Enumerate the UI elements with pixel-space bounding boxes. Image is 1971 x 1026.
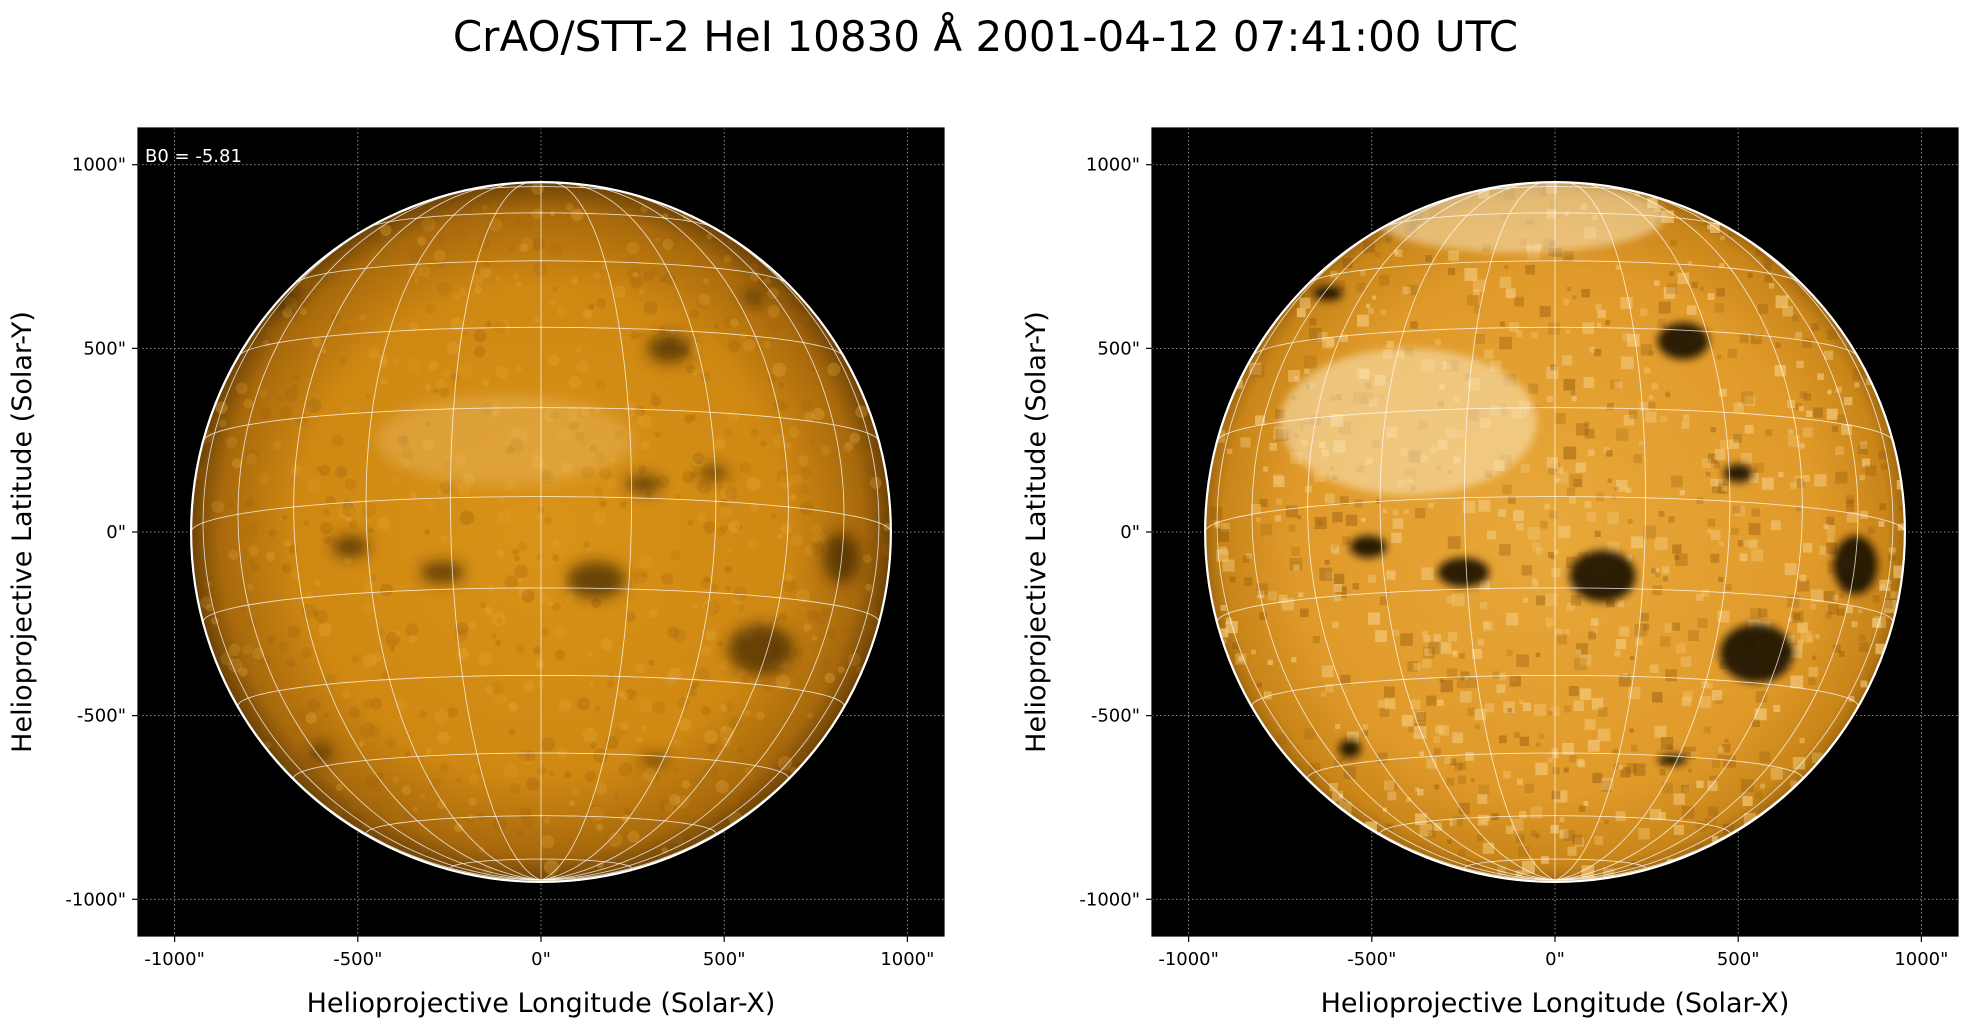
longitude-line bbox=[1554, 187, 1859, 881]
longitude-line bbox=[1216, 205, 1556, 881]
dark-feature-6 bbox=[727, 623, 794, 676]
longitude-line bbox=[540, 182, 717, 881]
longitude-line bbox=[1554, 182, 1731, 881]
x-tick-label: 1000" bbox=[1894, 949, 1948, 970]
x-tick-label: 1000" bbox=[880, 949, 934, 970]
dark-feature-11 bbox=[742, 289, 765, 305]
x-tick-label: 500" bbox=[703, 949, 746, 970]
right-solar-limb bbox=[1204, 181, 1906, 883]
dark-feature-3 bbox=[332, 535, 369, 558]
longitude-line bbox=[237, 187, 542, 881]
right-panel: -1000" -500" 0" 500" 1000" -1000" -500" 0" 500" 1… bbox=[1021, 127, 1959, 1019]
longitude-line bbox=[449, 182, 542, 881]
longitude-line bbox=[540, 205, 880, 881]
figure-title: CrAO/STT-2 HeI 10830 Å 2001-04-12 07:41:… bbox=[452, 12, 1519, 61]
left-y-axis-label: Helioprojective Latitude (Solar-Y) bbox=[7, 311, 38, 753]
y-tick-label: 0" bbox=[106, 522, 126, 543]
left-x-axis-label: Helioprojective Longitude (Solar-X) bbox=[307, 988, 776, 1019]
y-tick-label: 1000" bbox=[72, 155, 126, 176]
longitude-line bbox=[1251, 187, 1556, 881]
right-heliographic-grid bbox=[1205, 182, 1905, 881]
dark-feature-4 bbox=[420, 561, 465, 584]
y-tick-label: -1000" bbox=[1079, 889, 1140, 910]
dark-feature-1 bbox=[1723, 464, 1753, 483]
dark-feature-2 bbox=[698, 465, 728, 481]
left-panel: -1000" -500" 0" 500" 1000" -1000" -500" 0" 500" 1… bbox=[7, 127, 945, 1019]
y-tick-label: -500" bbox=[77, 706, 126, 727]
longitude-line bbox=[293, 184, 542, 881]
right-x-axis-label: Helioprojective Longitude (Solar-X) bbox=[1321, 988, 1790, 1019]
x-tick-label: 500" bbox=[1717, 949, 1760, 970]
y-tick-label: -1000" bbox=[65, 889, 126, 910]
dark-feature-2 bbox=[1349, 535, 1387, 558]
longitude-line bbox=[1554, 182, 1647, 881]
dark-feature-3 bbox=[1437, 557, 1490, 588]
longitude-line bbox=[540, 182, 633, 881]
x-tick-label: 0" bbox=[531, 949, 551, 970]
dark-feature-10 bbox=[310, 743, 333, 762]
longitude-line bbox=[1554, 184, 1803, 881]
y-tick-label: 0" bbox=[1120, 522, 1140, 543]
y-tick-label: 500" bbox=[1097, 338, 1140, 359]
dark-feature-5 bbox=[566, 561, 626, 599]
longitude-line bbox=[1463, 182, 1556, 881]
dark-feature-8 bbox=[1657, 754, 1687, 766]
dark-feature-5 bbox=[1719, 623, 1794, 683]
dark-feature-0 bbox=[1657, 322, 1709, 360]
longitude-line bbox=[1307, 184, 1556, 881]
longitude-line bbox=[202, 205, 542, 881]
longitude-line bbox=[1379, 182, 1556, 881]
longitude-line bbox=[540, 184, 789, 881]
x-tick-label: -500" bbox=[333, 949, 382, 970]
left-solar-limb bbox=[190, 181, 892, 883]
x-tick-label: 0" bbox=[1545, 949, 1565, 970]
left-b0-annotation: B0 = -5.81 bbox=[145, 146, 242, 167]
dark-feature-1 bbox=[625, 475, 662, 494]
x-tick-label: -500" bbox=[1347, 949, 1396, 970]
dark-feature-6 bbox=[1833, 535, 1878, 595]
right-ticks: -1000" -500" 0" 500" 1000" -1000" -500" 0" 500" 1… bbox=[1079, 155, 1948, 970]
bright-region-1 bbox=[1280, 348, 1537, 496]
longitude-line bbox=[540, 187, 845, 881]
dark-feature-7 bbox=[1313, 285, 1343, 301]
x-tick-label: -1000" bbox=[144, 949, 205, 970]
left-ticks: -1000" -500" 0" 500" 1000" -1000" -500" 0" 500" 1… bbox=[65, 155, 934, 970]
y-tick-label: 500" bbox=[83, 338, 126, 359]
x-tick-label: -1000" bbox=[1158, 949, 1219, 970]
y-tick-label: -500" bbox=[1091, 706, 1140, 727]
y-tick-label: 1000" bbox=[1086, 155, 1140, 176]
dark-feature-0 bbox=[647, 333, 692, 364]
longitude-line bbox=[1554, 205, 1894, 881]
dark-feature-4 bbox=[1569, 550, 1636, 602]
longitude-line bbox=[365, 182, 542, 881]
dark-feature-9 bbox=[1338, 739, 1361, 758]
bright-region-0 bbox=[376, 396, 633, 485]
right-y-axis-label: Helioprojective Latitude (Solar-Y) bbox=[1021, 311, 1052, 753]
